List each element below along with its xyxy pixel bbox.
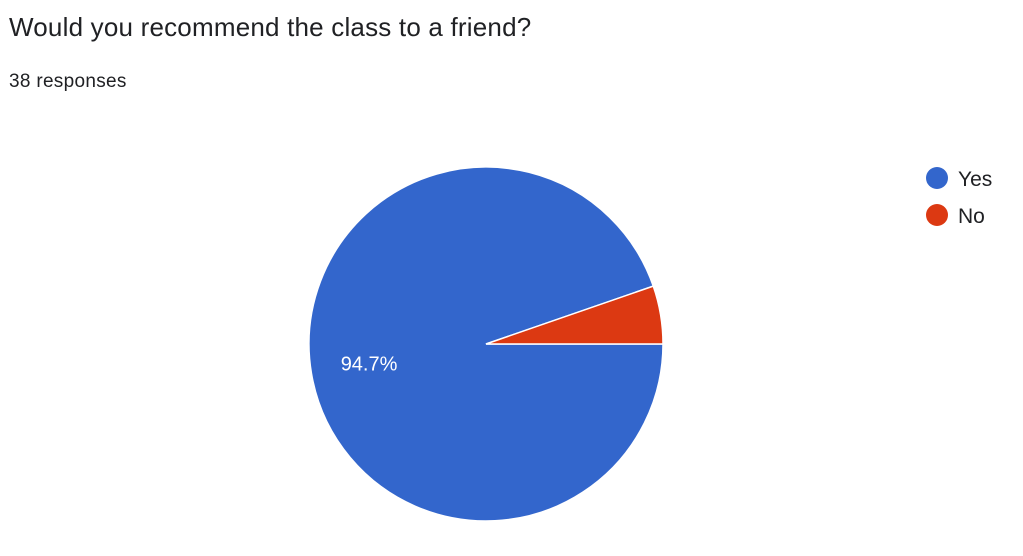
legend-label-yes[interactable]: Yes (958, 168, 992, 191)
legend-label-no[interactable]: No (958, 205, 985, 228)
response-count: 38 responses (9, 71, 127, 92)
legend-marker-yes (926, 167, 948, 189)
data-label-yes: 94.7% (341, 354, 398, 376)
question-title: Would you recommend the class to a frien… (9, 12, 532, 42)
legend-marker-no (926, 204, 948, 226)
pie-slice-no[interactable] (485, 285, 664, 345)
